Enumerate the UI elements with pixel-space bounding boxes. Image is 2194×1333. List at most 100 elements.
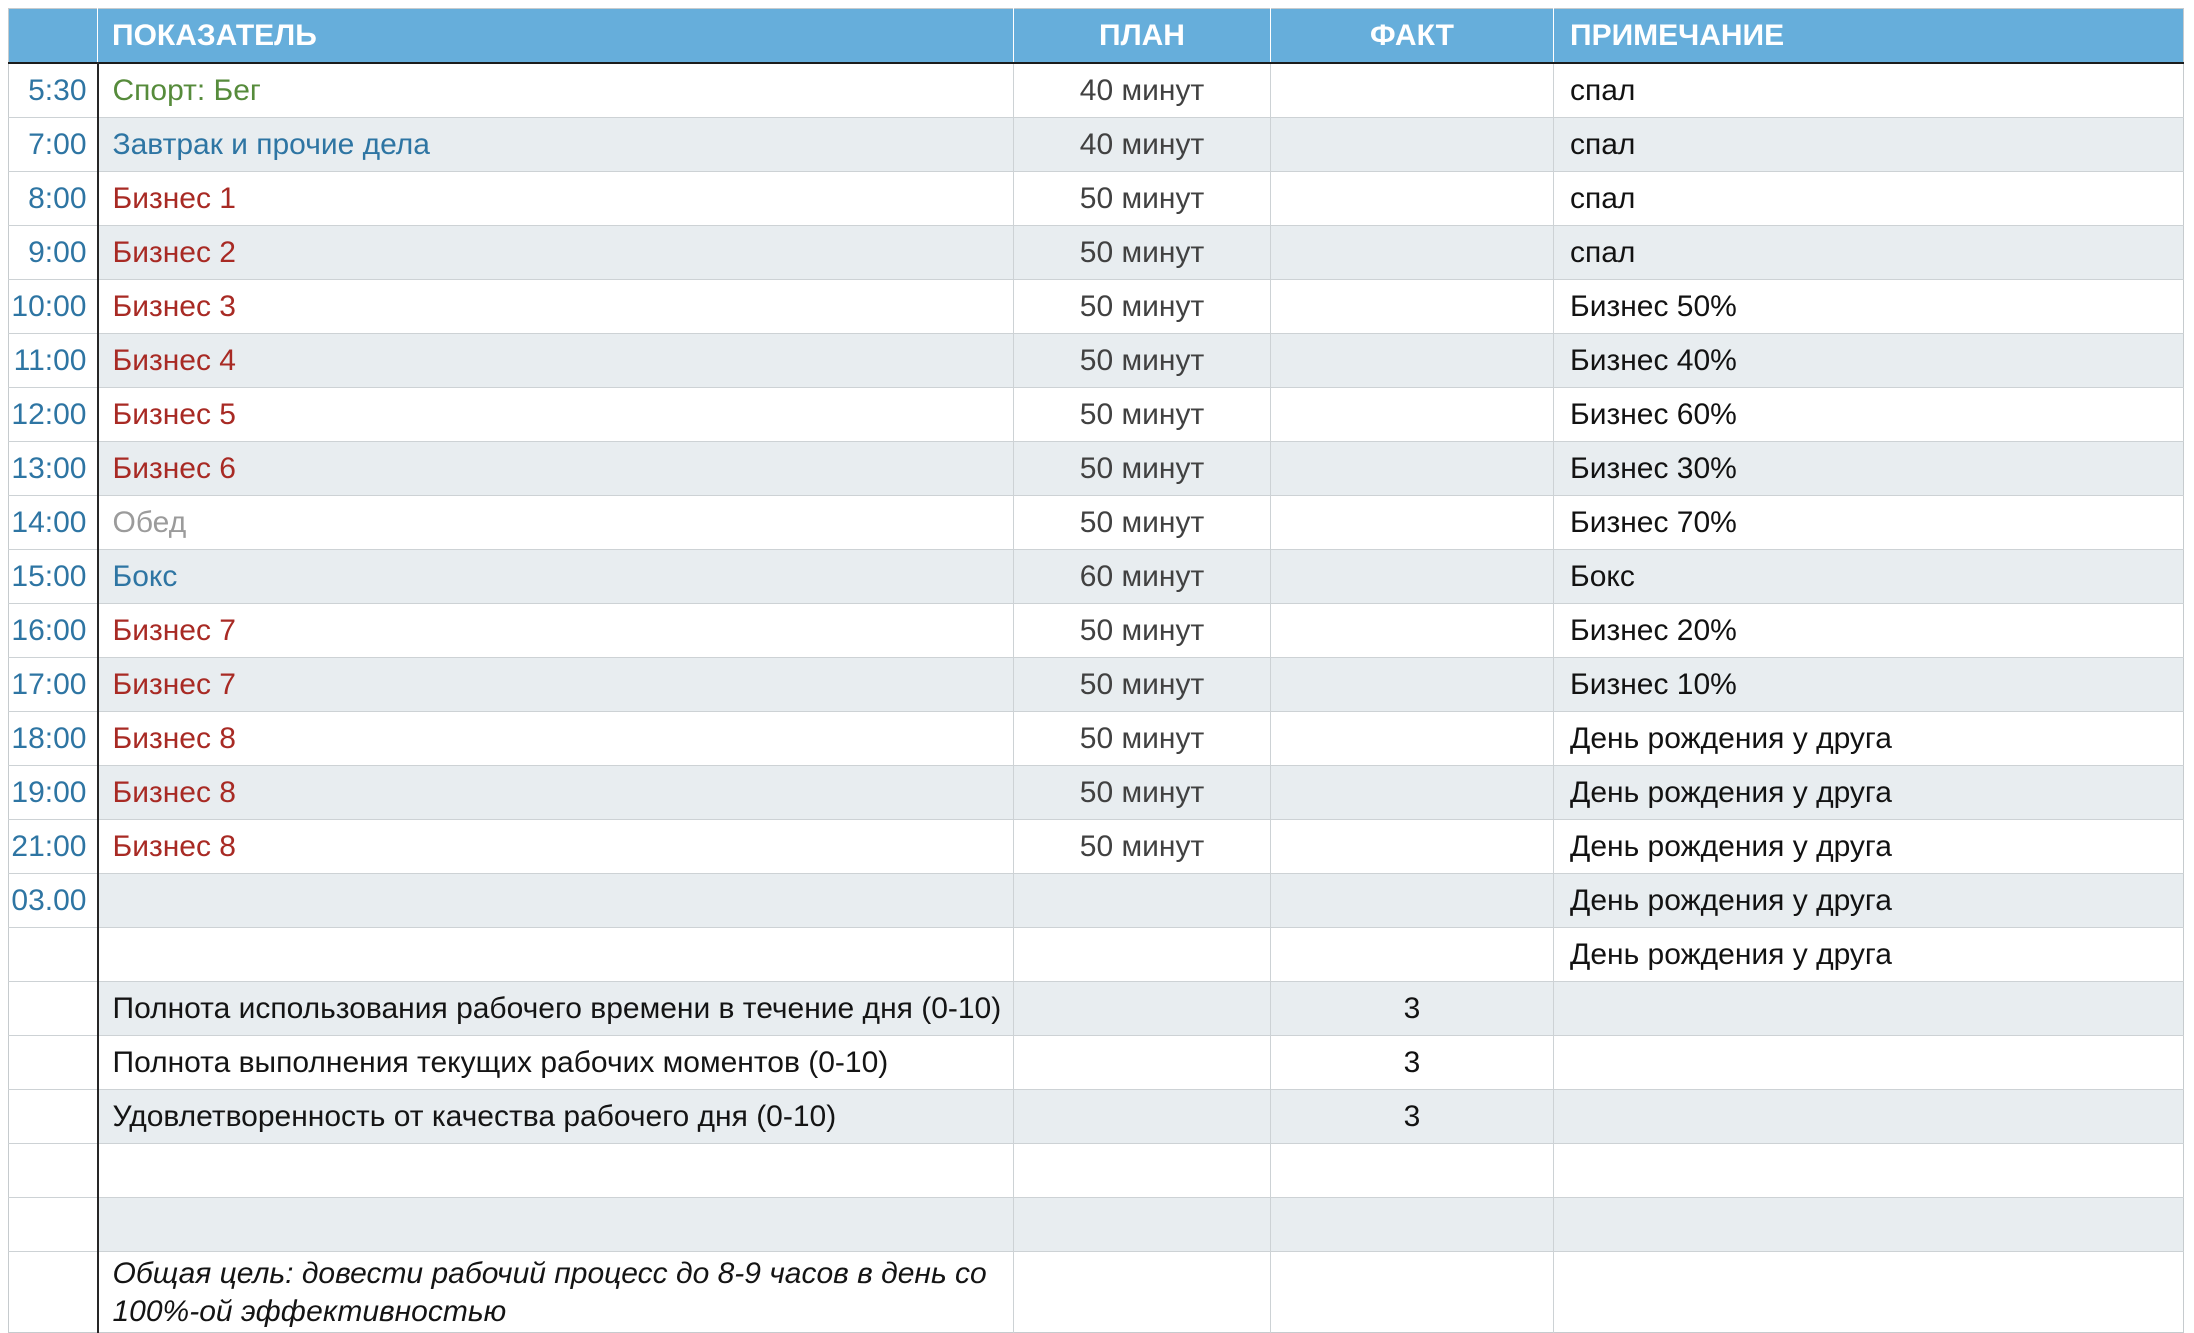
indicator-cell[interactable]: Бизнес 2 [96,225,1014,280]
plan-cell[interactable] [1013,927,1271,982]
plan-cell[interactable] [1013,1089,1271,1144]
note-cell[interactable]: Бизнес 30% [1553,441,2184,496]
plan-cell[interactable] [1013,1197,1271,1252]
fact-cell[interactable] [1270,819,1554,874]
time-cell[interactable]: 11:00 [8,333,98,388]
plan-cell[interactable]: 50 минут [1013,225,1271,280]
fact-cell[interactable] [1270,711,1554,766]
fact-cell[interactable] [1270,387,1554,442]
time-cell[interactable] [8,1251,98,1333]
note-cell[interactable] [1553,1035,2184,1090]
fact-cell[interactable] [1270,1143,1554,1198]
indicator-cell[interactable]: Бокс [96,549,1014,604]
note-cell[interactable]: День рождения у друга [1553,927,2184,982]
note-cell[interactable]: Бизнес 10% [1553,657,2184,712]
plan-cell[interactable]: 50 минут [1013,711,1271,766]
note-cell[interactable] [1553,1143,2184,1198]
time-cell[interactable] [8,981,98,1036]
indicator-cell[interactable] [96,873,1014,928]
time-cell[interactable] [8,1197,98,1252]
indicator-cell[interactable]: Бизнес 7 [96,603,1014,658]
note-cell[interactable] [1553,981,2184,1036]
note-cell[interactable]: День рождения у друга [1553,765,2184,820]
time-cell[interactable]: 15:00 [8,549,98,604]
fact-cell[interactable] [1270,333,1554,388]
fact-cell[interactable]: 3 [1270,1035,1554,1090]
indicator-cell[interactable]: Обед [96,495,1014,550]
plan-cell[interactable]: 50 минут [1013,603,1271,658]
plan-cell[interactable]: 50 минут [1013,441,1271,496]
indicator-cell[interactable]: Бизнес 7 [96,657,1014,712]
fact-cell[interactable] [1270,117,1554,172]
time-cell[interactable]: 9:00 [8,225,98,280]
note-cell[interactable]: спал [1553,117,2184,172]
time-cell[interactable]: 5:30 [8,62,98,118]
note-cell[interactable]: Бизнес 50% [1553,279,2184,334]
time-cell[interactable]: 8:00 [8,171,98,226]
plan-cell[interactable] [1013,1143,1271,1198]
plan-cell[interactable]: 50 минут [1013,171,1271,226]
indicator-cell[interactable]: Полнота использования рабочего времени в… [96,981,1014,1036]
indicator-cell[interactable]: Бизнес 8 [96,711,1014,766]
fact-cell[interactable] [1270,927,1554,982]
note-cell[interactable]: спал [1553,62,2184,118]
indicator-cell[interactable] [96,1143,1014,1198]
fact-cell[interactable]: 3 [1270,981,1554,1036]
indicator-cell[interactable]: Бизнес 3 [96,279,1014,334]
plan-cell[interactable]: 40 минут [1013,117,1271,172]
time-cell[interactable]: 19:00 [8,765,98,820]
indicator-cell[interactable] [96,1197,1014,1252]
note-cell[interactable]: Бизнес 60% [1553,387,2184,442]
time-cell[interactable] [8,1035,98,1090]
plan-cell[interactable] [1013,1035,1271,1090]
fact-cell[interactable] [1270,225,1554,280]
time-cell[interactable]: 13:00 [8,441,98,496]
note-cell[interactable] [1553,1089,2184,1144]
note-cell[interactable]: День рождения у друга [1553,711,2184,766]
indicator-cell[interactable]: Завтрак и прочие дела [96,117,1014,172]
indicator-cell[interactable]: Бизнес 5 [96,387,1014,442]
time-cell[interactable]: 12:00 [8,387,98,442]
fact-cell[interactable] [1270,1197,1554,1252]
indicator-cell[interactable]: Спорт: Бег [96,62,1014,118]
plan-cell[interactable]: 50 минут [1013,495,1271,550]
indicator-cell[interactable]: Бизнес 6 [96,441,1014,496]
note-cell[interactable] [1553,1197,2184,1252]
indicator-cell[interactable]: Бизнес 1 [96,171,1014,226]
fact-cell[interactable] [1270,549,1554,604]
fact-cell[interactable] [1270,441,1554,496]
time-cell[interactable]: 7:00 [8,117,98,172]
fact-cell[interactable] [1270,765,1554,820]
plan-cell[interactable]: 50 минут [1013,387,1271,442]
plan-cell[interactable]: 60 минут [1013,549,1271,604]
fact-cell[interactable] [1270,603,1554,658]
note-cell[interactable]: Бизнес 40% [1553,333,2184,388]
plan-cell[interactable] [1013,1251,1271,1333]
note-cell[interactable] [1553,1251,2184,1333]
time-cell[interactable]: 03.00 [8,873,98,928]
indicator-cell[interactable]: Общая цель: довести рабочий процесс до 8… [96,1251,1014,1333]
fact-cell[interactable] [1270,62,1554,118]
note-cell[interactable]: День рождения у друга [1553,873,2184,928]
time-cell[interactable]: 16:00 [8,603,98,658]
fact-cell[interactable] [1270,495,1554,550]
time-cell[interactable] [8,1143,98,1198]
note-cell[interactable]: спал [1553,225,2184,280]
fact-cell[interactable] [1270,657,1554,712]
indicator-cell[interactable]: Бизнес 8 [96,819,1014,874]
note-cell[interactable]: Бокс [1553,549,2184,604]
plan-cell[interactable] [1013,981,1271,1036]
plan-cell[interactable]: 50 минут [1013,657,1271,712]
time-cell[interactable]: 18:00 [8,711,98,766]
plan-cell[interactable]: 50 минут [1013,333,1271,388]
indicator-cell[interactable] [96,927,1014,982]
indicator-cell[interactable]: Удовлетворенность от качества рабочего д… [96,1089,1014,1144]
time-cell[interactable] [8,1089,98,1144]
note-cell[interactable]: спал [1553,171,2184,226]
fact-cell[interactable]: 3 [1270,1089,1554,1144]
fact-cell[interactable] [1270,279,1554,334]
note-cell[interactable]: Бизнес 20% [1553,603,2184,658]
time-cell[interactable]: 10:00 [8,279,98,334]
time-cell[interactable]: 17:00 [8,657,98,712]
note-cell[interactable]: День рождения у друга [1553,819,2184,874]
